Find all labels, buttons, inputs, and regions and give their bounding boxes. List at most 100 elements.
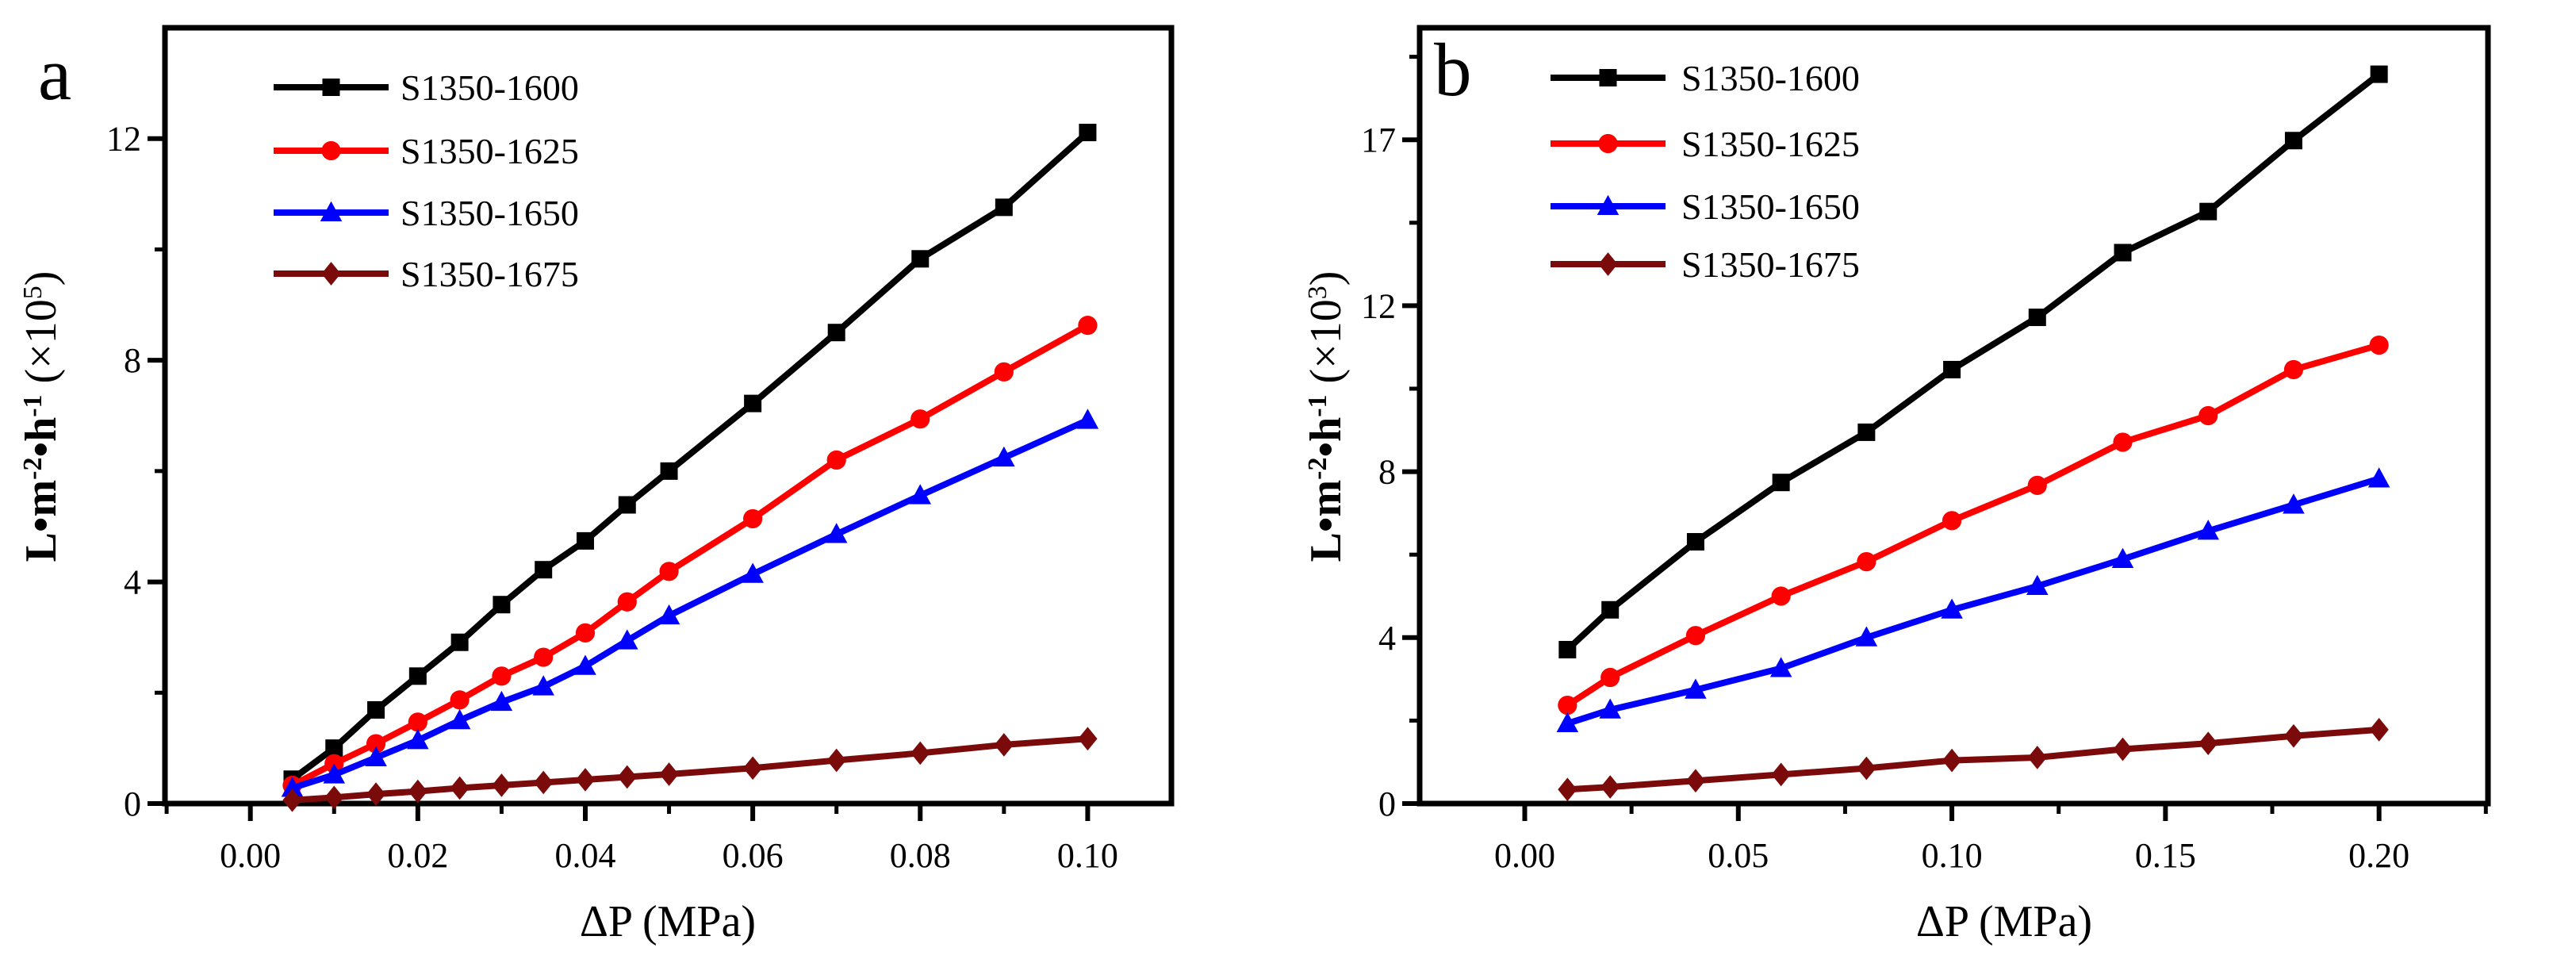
y-axis-title-close: ): [17, 271, 66, 286]
legend-diamond-marker-icon: [321, 262, 341, 286]
y-tick-label: 8: [124, 341, 141, 380]
y-axis-title-exp1: -2: [18, 458, 48, 480]
legend-triangle-marker-icon: [1597, 194, 1620, 215]
legend-label: S1350-1625: [401, 131, 579, 171]
x-axis-title: ΔP (MPa): [1916, 897, 2092, 946]
data-point: [2369, 718, 2389, 742]
y-axis-title-main: L•m: [17, 480, 66, 562]
legend-label: S1350-1625: [1681, 124, 1860, 164]
data-point: [1771, 762, 1791, 787]
data-point: [2199, 202, 2218, 221]
data-point: [2370, 65, 2388, 83]
y-axis-title-scale: (×10: [17, 299, 66, 394]
series-S1350-1600: [283, 124, 1097, 788]
data-point: [826, 748, 846, 773]
legend-diamond-marker-icon: [1598, 252, 1618, 276]
data-point: [2369, 335, 2389, 355]
data-point: [1078, 316, 1098, 336]
legend-circle-marker-icon: [1598, 133, 1618, 154]
data-point: [366, 734, 386, 754]
x-tick-label: 0.08: [890, 836, 951, 875]
data-point: [2026, 574, 2049, 595]
y-tick-label: 4: [124, 563, 141, 602]
y-tick-label: 8: [1378, 453, 1396, 492]
data-point: [743, 508, 763, 529]
legend-label: S1350-1675: [1681, 244, 1860, 285]
data-point: [1942, 511, 1962, 531]
data-point: [659, 762, 679, 786]
data-point: [1558, 777, 1577, 802]
series-line: [291, 416, 1090, 792]
data-point: [281, 777, 304, 797]
data-point: [657, 604, 680, 625]
data-point: [450, 776, 470, 800]
data-point: [323, 763, 346, 784]
data-point: [324, 785, 344, 810]
x-tick-label: 0.10: [1922, 836, 1983, 875]
data-point: [995, 198, 1013, 217]
plot-frame: [162, 25, 1175, 807]
panel-label: a: [38, 32, 71, 116]
data-point: [282, 788, 302, 812]
data-point: [407, 729, 429, 750]
data-point: [490, 690, 513, 712]
x-tick-label: 0.04: [554, 836, 615, 875]
x-tick-label: 0.00: [220, 836, 281, 875]
data-point: [365, 746, 387, 767]
data-point: [617, 592, 637, 612]
data-point: [1857, 423, 1876, 441]
legend-label: S1350-1600: [1681, 58, 1860, 98]
data-point: [2198, 731, 2218, 756]
legend-triangle-marker-icon: [320, 201, 343, 221]
x-tick-label: 0.15: [2135, 836, 2196, 875]
y-axis-title-close: ): [1301, 271, 1351, 286]
x-tick-label: 0.10: [1057, 836, 1118, 875]
data-point: [408, 667, 427, 685]
data-point: [367, 700, 385, 719]
data-point: [1685, 626, 1706, 646]
data-point: [534, 770, 554, 795]
data-point: [1685, 678, 1707, 699]
legend-label: S1350-1600: [401, 67, 579, 108]
y-axis-title-mid: •h: [1301, 417, 1351, 458]
data-point: [2198, 405, 2218, 426]
data-point: [617, 765, 637, 789]
y-axis-title-mid: •h: [17, 417, 66, 458]
data-point: [2113, 737, 2133, 762]
data-point: [2113, 432, 2133, 452]
data-point: [616, 629, 638, 650]
data-point: [532, 675, 554, 696]
y-axis-title-main: L•m: [1301, 480, 1351, 562]
data-point: [2111, 547, 2134, 568]
data-point: [450, 690, 470, 710]
data-point: [492, 773, 512, 797]
data-point: [660, 462, 678, 480]
x-tick-label: 0.05: [1708, 836, 1769, 875]
data-point: [994, 733, 1014, 757]
data-point: [1600, 667, 1620, 688]
data-point: [574, 654, 596, 675]
series-line: [1566, 342, 2380, 708]
legend-circle-marker-icon: [321, 140, 341, 161]
y-axis-title-exp2: -1: [1303, 394, 1332, 416]
panel-label: b: [1434, 28, 1472, 112]
data-point: [575, 623, 596, 643]
data-point: [1942, 748, 1962, 773]
legend-square-marker-icon: [1599, 69, 1617, 86]
data-point: [1943, 360, 1961, 378]
data-point: [1769, 657, 1792, 677]
panel-a: 0.00 0.02 0.04 0.06 0.08 0.10 0 4 8 12 a ΔP (MPa) L•…: [17, 25, 1175, 946]
data-point: [618, 496, 636, 514]
data-point: [576, 531, 594, 550]
data-point: [1857, 551, 1876, 572]
data-point: [1600, 775, 1620, 799]
data-point: [910, 741, 930, 765]
data-point: [2028, 309, 2046, 327]
y-tick-label: 17: [1361, 121, 1396, 159]
legend-label: S1350-1650: [1681, 186, 1860, 227]
data-point: [1772, 474, 1790, 492]
data-point: [2284, 132, 2302, 150]
data-point: [1556, 712, 1579, 733]
data-point: [1558, 640, 1577, 658]
